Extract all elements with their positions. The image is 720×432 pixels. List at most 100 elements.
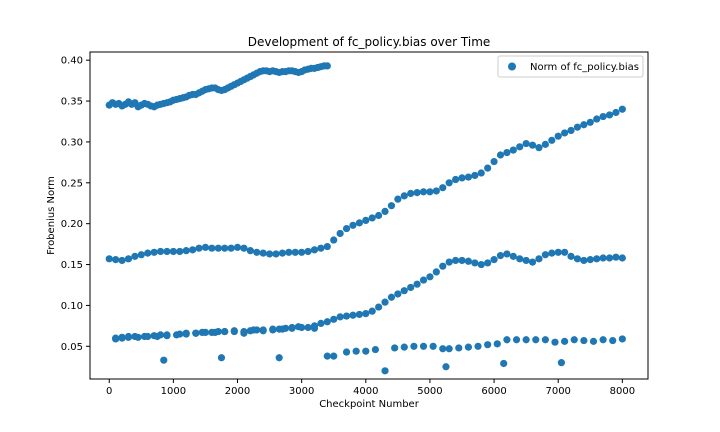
x-tick-label: 1000 (161, 386, 186, 397)
data-point (259, 327, 267, 335)
data-point (554, 248, 562, 256)
data-point (612, 108, 620, 117)
data-point (496, 251, 505, 260)
data-point (176, 247, 184, 256)
y-tick-label: 0.20 (61, 219, 83, 230)
data-point (509, 146, 517, 154)
data-point (269, 326, 277, 334)
legend: Norm of fc_policy.bias (497, 55, 644, 78)
data-point (195, 244, 203, 252)
data-point (124, 333, 133, 341)
data-point (419, 342, 428, 350)
x-tick-label: 5000 (417, 386, 442, 397)
data-point (131, 252, 139, 260)
data-point (599, 336, 607, 344)
data-point (192, 329, 200, 337)
data-point (285, 248, 293, 256)
data-point (368, 307, 376, 315)
data-point (522, 256, 530, 265)
data-point (336, 313, 344, 321)
data-point (342, 224, 351, 233)
data-point (272, 250, 280, 258)
data-point (278, 249, 287, 257)
data-point (439, 184, 447, 192)
data-point (554, 132, 562, 140)
data-point (304, 247, 312, 256)
ticks-layer: 0 1000 2000 3000 4000 5000 6000 7000 8000 0.05 0.1… (61, 56, 635, 397)
data-point (375, 211, 383, 220)
data-point (528, 141, 537, 149)
data-point (233, 243, 242, 251)
data-point (439, 262, 447, 270)
data-point (124, 255, 133, 263)
data-point (541, 251, 549, 259)
data-point (445, 258, 453, 266)
data-point (509, 252, 517, 260)
data-point (586, 256, 594, 264)
data-point (618, 335, 626, 343)
data-point (336, 229, 344, 238)
data-point (432, 187, 440, 195)
data-point (471, 259, 479, 267)
plot-area-frame (89, 51, 649, 380)
data-point (413, 280, 421, 288)
data-point (516, 143, 524, 151)
data-point (317, 244, 325, 252)
data-point (342, 348, 351, 356)
data-point (464, 173, 473, 181)
data-point (407, 189, 415, 198)
data-point (548, 249, 556, 257)
data-point (259, 249, 267, 257)
data-point (503, 148, 511, 157)
data-point (426, 273, 434, 281)
points-layer (105, 62, 626, 375)
data-point (265, 250, 274, 258)
data-point (400, 343, 408, 351)
data-point (208, 244, 216, 252)
data-point (551, 338, 559, 346)
data-point (275, 354, 283, 362)
data-point (253, 248, 261, 256)
data-point (484, 259, 492, 267)
y-tick-label: 0.10 (61, 301, 83, 312)
data-point (330, 315, 338, 323)
data-point (512, 336, 521, 344)
data-point (496, 151, 505, 159)
data-point (182, 330, 190, 338)
series-3 (112, 323, 626, 375)
data-point (310, 324, 319, 332)
data-point (455, 344, 463, 352)
data-point (410, 342, 418, 350)
x-axis-label: Checkpoint Number (319, 399, 420, 410)
data-point (541, 336, 549, 344)
data-point (134, 333, 142, 341)
data-point (522, 336, 530, 344)
data-point (407, 283, 415, 292)
x-tick-label: 7000 (545, 386, 570, 397)
data-point (298, 248, 306, 256)
data-point (561, 337, 569, 345)
data-point (112, 256, 120, 264)
data-point (541, 140, 549, 148)
data-point (144, 249, 152, 257)
data-point (317, 319, 325, 328)
data-point (522, 139, 530, 148)
data-point (458, 256, 466, 265)
data-point (163, 247, 171, 256)
data-point (163, 332, 171, 340)
data-point (330, 352, 338, 360)
series-1 (105, 105, 626, 265)
data-point (118, 256, 126, 265)
data-point (429, 342, 437, 350)
x-tick-label: 4000 (353, 386, 378, 397)
legend-label: Norm of fc_policy.bias (530, 62, 639, 73)
data-point (528, 258, 537, 266)
data-point (535, 255, 543, 263)
data-point (227, 244, 235, 252)
data-point (580, 121, 588, 129)
data-point (342, 312, 351, 320)
data-point (105, 255, 113, 263)
data-point (189, 246, 197, 254)
data-point (298, 323, 306, 332)
data-point (391, 344, 399, 352)
